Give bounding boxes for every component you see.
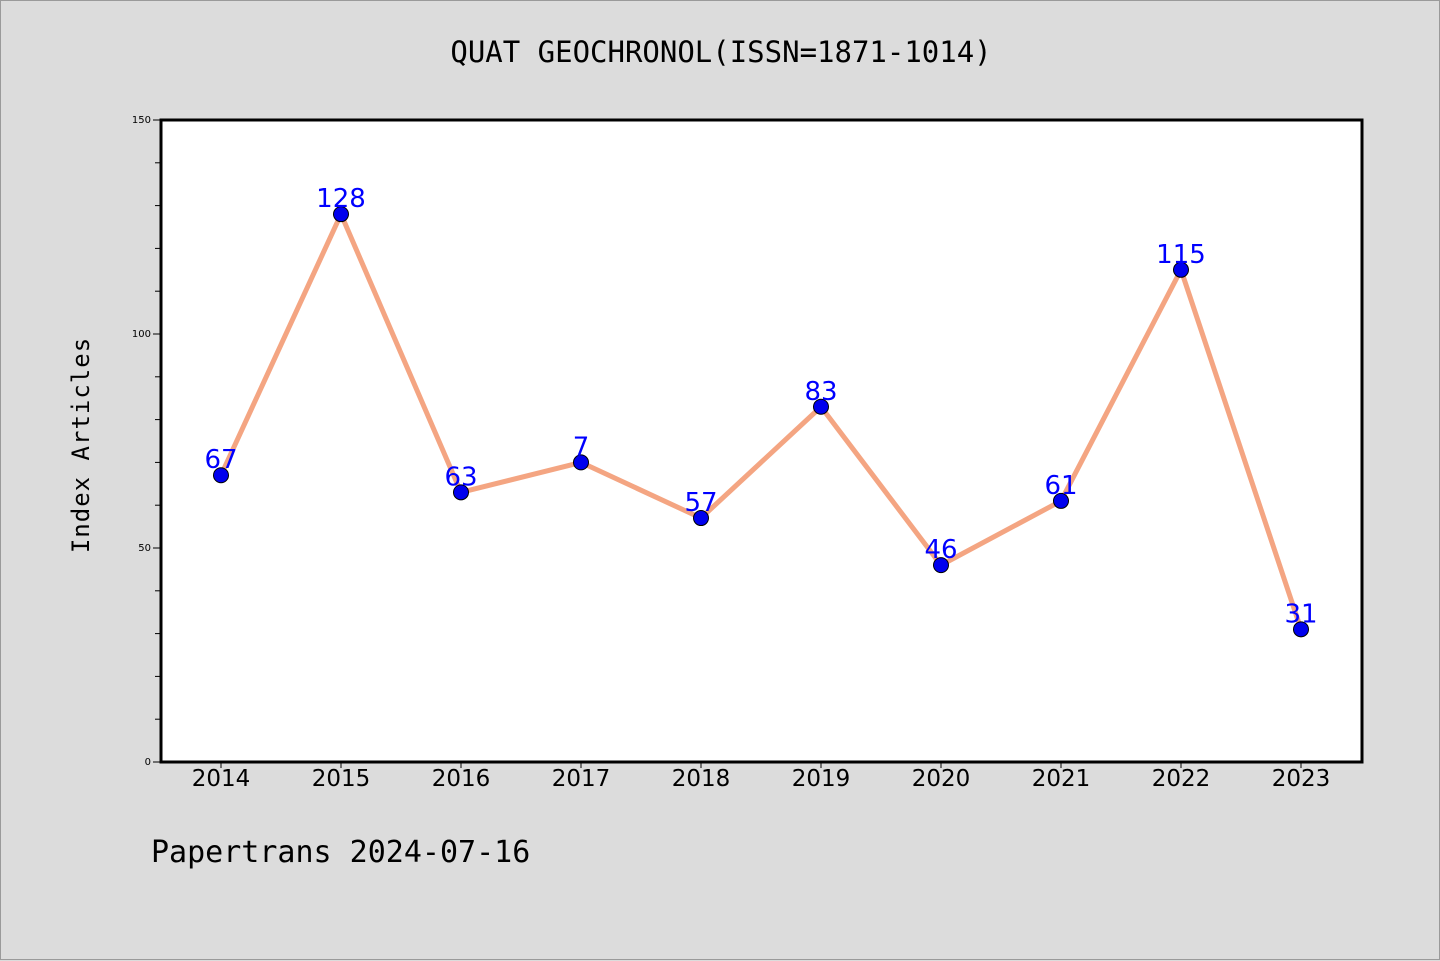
data-point [333,206,349,223]
data-point [453,484,469,501]
data-point [813,398,829,415]
y-tick-label: 0 [145,757,151,768]
plot-area [159,118,1364,764]
x-tick-label: 2018 [672,766,731,792]
watermark-text: Papertrans 2024-07-16 [151,835,531,870]
data-label: 63 [444,462,477,492]
data-point [1173,261,1189,278]
y-tick-label: 100 [132,329,151,340]
data-point [933,557,949,574]
x-tick-label: 2019 [792,766,851,792]
data-label: 57 [684,488,717,518]
data-point [693,510,709,527]
data-label: 46 [924,535,957,565]
x-tick-label: 2023 [1272,766,1331,792]
data-label: 115 [1156,240,1206,270]
chart-title: QUAT GEOCHRONOL(ISSN=1871-1014) [450,35,992,69]
data-label: 7 [573,432,590,462]
data-label: 83 [804,377,837,407]
x-tick-label: 2016 [432,766,491,792]
data-label: 128 [316,184,366,214]
series-line [218,211,1304,632]
y-tick-label: 150 [132,115,151,126]
data-label: 31 [1284,599,1317,629]
x-tick-label: 2015 [312,766,371,792]
x-tick-label: 2020 [912,766,971,792]
x-tick-label: 2022 [1152,766,1211,792]
y-tick-label: 50 [138,543,151,554]
x-tick-label: 2014 [192,766,251,792]
x-tick-label: 2017 [552,766,611,792]
x-tick-label: 2021 [1032,766,1091,792]
data-label: 67 [204,445,237,475]
data-point [213,467,229,484]
data-point [1053,492,1069,509]
data-label: 61 [1044,471,1077,501]
data-point [573,454,589,471]
data-point [1293,621,1309,638]
